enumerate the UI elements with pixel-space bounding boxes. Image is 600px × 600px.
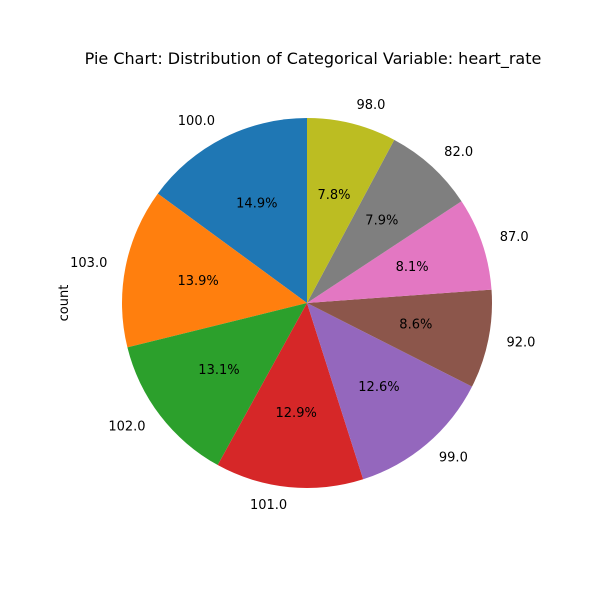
percent-label: 13.9% (177, 274, 218, 289)
pie-slice-92-0 (307, 289, 493, 387)
category-label: 101.0 (250, 498, 287, 513)
pie-slice-101-0 (217, 303, 364, 488)
pie-slice-87-0 (307, 201, 492, 303)
chart-title: Pie Chart: Distribution of Categorical V… (85, 49, 542, 69)
pie-slice-103-0 (122, 193, 308, 348)
percent-label: 12.6% (358, 380, 399, 395)
category-label: 87.0 (500, 230, 529, 245)
y-axis-label: count (57, 285, 72, 322)
percent-label: 7.8% (317, 188, 350, 203)
category-label: 100.0 (178, 114, 215, 129)
pie-labels: 100.0 14.9% 103.0 13.9% 102.0 13.1% 101.0 12.9%… (70, 98, 535, 513)
category-label: 82.0 (444, 145, 473, 160)
pie-slices (122, 118, 493, 488)
category-label: 102.0 (108, 419, 145, 434)
percent-label: 7.9% (365, 214, 398, 229)
pie-slice-98-0 (307, 118, 395, 303)
category-label: 103.0 (70, 256, 107, 271)
category-label: 98.0 (356, 98, 385, 113)
percent-label: 8.1% (396, 260, 429, 275)
percent-label: 12.9% (276, 406, 317, 421)
percent-label: 14.9% (236, 196, 277, 211)
category-label: 99.0 (439, 450, 468, 465)
pie-slice-99-0 (307, 303, 473, 480)
pie-slice-82-0 (307, 139, 462, 303)
percent-label: 13.1% (198, 363, 239, 378)
category-label: 92.0 (507, 336, 536, 351)
pie-slice-102-0 (127, 303, 307, 466)
pie-slice-100-0 (157, 118, 307, 303)
percent-label: 8.6% (399, 317, 432, 332)
